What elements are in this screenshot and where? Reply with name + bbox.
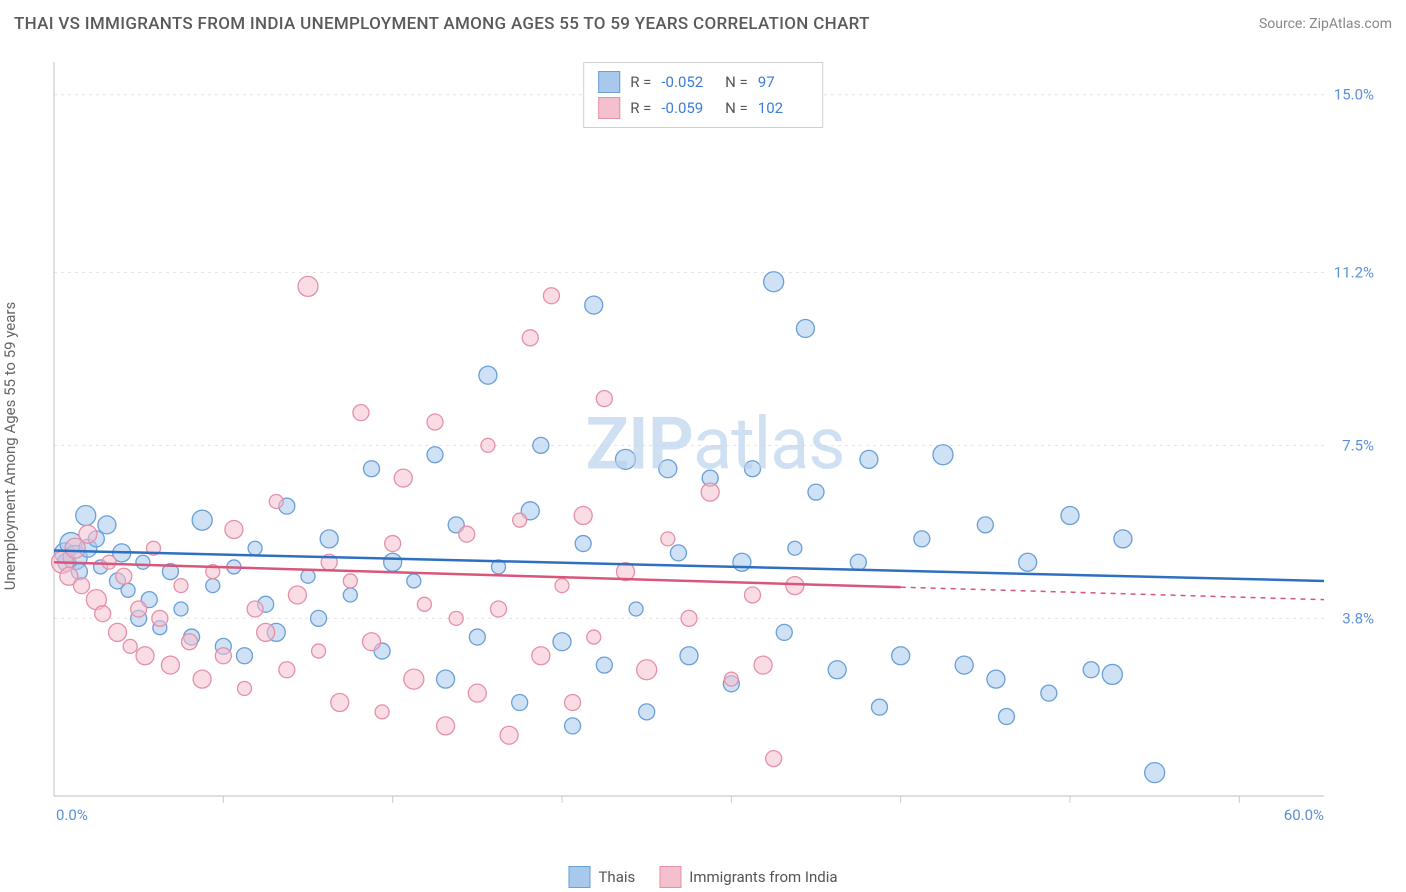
- r-value-india: -0.059: [661, 99, 711, 117]
- legend-label-thais: Thais: [598, 868, 635, 886]
- legend-swatch-thais: [568, 866, 590, 888]
- svg-text:0.0%: 0.0%: [56, 806, 88, 824]
- stats-row-india: R = -0.059 N = 102: [598, 95, 808, 121]
- svg-text:15.0%: 15.0%: [1334, 86, 1374, 104]
- r-value-thais: -0.052: [661, 73, 711, 91]
- stats-legend: R = -0.052 N = 97 R = -0.059 N = 102: [583, 62, 823, 128]
- svg-text:7.5%: 7.5%: [1342, 436, 1374, 454]
- n-value-thais: 97: [758, 73, 808, 91]
- swatch-india: [598, 97, 620, 119]
- chart-header: THAI VS IMMIGRANTS FROM INDIA UNEMPLOYME…: [0, 0, 1406, 48]
- legend-item-india: Immigrants from India: [659, 866, 837, 888]
- swatch-thais: [598, 71, 620, 93]
- svg-text:11.2%: 11.2%: [1334, 263, 1374, 281]
- chart-area: 3.8%7.5%11.2%15.0%0.0%60.0% ZIPatlas: [50, 58, 1380, 838]
- bottom-legend: Thais Immigrants from India: [568, 866, 837, 888]
- legend-swatch-india: [659, 866, 681, 888]
- chart-source: Source: ZipAtlas.com: [1259, 16, 1392, 32]
- legend-item-thais: Thais: [568, 866, 635, 888]
- y-axis-label: Unemployment Among Ages 55 to 59 years: [1, 302, 19, 590]
- scatter-plot: 3.8% 7.5% 11.2% 15.0% 0.0% 60.0%: [50, 58, 1380, 838]
- n-value-india: 102: [758, 99, 808, 117]
- chart-title: THAI VS IMMIGRANTS FROM INDIA UNEMPLOYME…: [14, 14, 870, 34]
- stats-row-thais: R = -0.052 N = 97: [598, 69, 808, 95]
- svg-text:60.0%: 60.0%: [1284, 806, 1324, 824]
- legend-label-india: Immigrants from India: [689, 868, 837, 886]
- svg-text:3.8%: 3.8%: [1342, 609, 1374, 627]
